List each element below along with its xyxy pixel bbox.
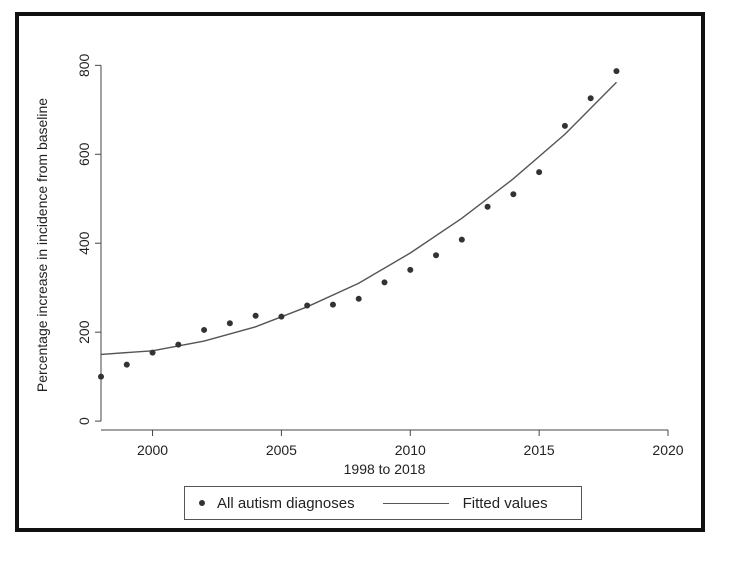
legend-marker-dot <box>199 500 205 506</box>
data-point <box>175 341 182 348</box>
legend-label-scatter: All autism diagnoses <box>217 494 355 512</box>
legend-marker-line <box>382 502 449 504</box>
x-tick-label: 2000 <box>137 442 168 458</box>
data-point <box>304 302 311 309</box>
data-point <box>98 373 104 380</box>
data-point <box>226 320 233 327</box>
legend-label-fit: Fitted values <box>462 494 548 512</box>
x-axis-title: 1998 to 2018 <box>344 461 426 477</box>
y-tick-label: 600 <box>76 142 92 166</box>
y-tick-label: 400 <box>76 231 92 255</box>
x-tick-label: 2015 <box>524 442 555 458</box>
data-point <box>252 312 259 319</box>
data-point <box>536 169 543 176</box>
y-tick-label: 0 <box>76 417 92 425</box>
x-tick-label: 2010 <box>395 442 426 458</box>
data-point <box>149 349 156 356</box>
data-point <box>433 252 440 259</box>
data-point <box>587 95 594 102</box>
data-point <box>561 122 568 129</box>
data-point <box>484 203 491 210</box>
data-point <box>355 295 362 302</box>
data-point <box>381 279 388 286</box>
legend-item-fit: Fitted values <box>355 495 548 512</box>
data-point <box>201 326 208 333</box>
data-point <box>329 301 336 308</box>
data-point <box>278 313 285 320</box>
legend-item-scatter: All autism diagnoses <box>185 495 355 512</box>
y-axis-title: Percentage increase in incidence from ba… <box>34 98 50 392</box>
data-point <box>407 266 414 273</box>
y-tick-label: 800 <box>76 53 92 77</box>
legend: All autism diagnoses Fitted values <box>184 486 582 520</box>
data-point <box>123 361 130 368</box>
x-tick-label: 2005 <box>266 442 297 458</box>
data-point <box>613 68 620 75</box>
x-tick-label: 2020 <box>652 442 683 458</box>
fitted-values-line <box>100 81 617 356</box>
data-point <box>458 236 465 243</box>
y-tick-label: 200 <box>76 320 92 344</box>
data-point <box>510 191 517 198</box>
